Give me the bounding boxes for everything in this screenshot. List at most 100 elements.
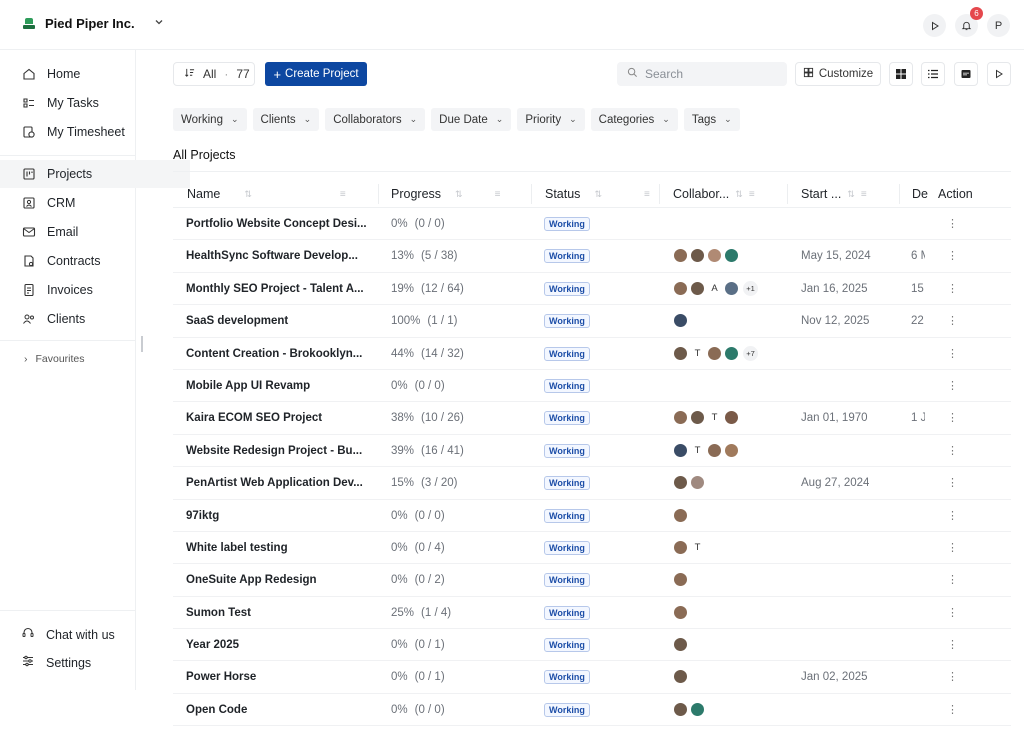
table-row[interactable]: Open Code 0% (0 / 0) Working ⋮	[173, 694, 1011, 727]
project-name[interactable]: Monthly SEO Project - Talent A...	[186, 282, 364, 295]
table-row[interactable]: PenArtist Web Application Dev... 15% (3 / …	[173, 467, 1011, 500]
chat-with-us-button[interactable]: Chat with us	[21, 626, 115, 643]
avatar[interactable]	[673, 604, 688, 620]
column-header-progress[interactable]: Progress ⇅ ≡	[391, 187, 500, 201]
customize-button[interactable]: Customize	[795, 62, 881, 86]
avatar[interactable]	[724, 442, 739, 458]
play-video-button[interactable]	[987, 62, 1011, 86]
project-name[interactable]: Kaira ECOM SEO Project	[186, 412, 323, 425]
table-row[interactable]: Monthly SEO Project - Talent A... 19% (12 …	[173, 273, 1011, 306]
status-badge[interactable]: Working	[544, 540, 590, 555]
favourites-toggle[interactable]: › Favourites	[24, 353, 85, 365]
sidebar-item-contracts[interactable]: Contracts	[21, 250, 101, 272]
sidebar-item-home[interactable]: Home	[21, 63, 80, 85]
more-options-icon[interactable]: ⋮	[947, 218, 958, 230]
more-options-icon[interactable]: ⋮	[947, 574, 958, 587]
table-row[interactable]: SaaS development 100% (1 / 1) Working Nov 12…	[173, 305, 1011, 338]
status-badge[interactable]: Working	[544, 605, 590, 620]
sidebar-item-my-timesheet[interactable]: My Timesheet	[21, 121, 125, 143]
status-badge[interactable]: Working	[544, 702, 590, 717]
avatar[interactable]	[690, 410, 705, 426]
column-header-status[interactable]: Status ⇅ ≡	[545, 187, 650, 201]
status-badge[interactable]: Working	[544, 411, 590, 426]
more-options-icon[interactable]: ⋮	[947, 315, 958, 328]
column-header-collaborators[interactable]: Collabor... ⇅ ≡	[673, 187, 755, 201]
avatar[interactable]	[673, 539, 688, 555]
more-options-icon[interactable]: ⋮	[947, 347, 958, 360]
table-row[interactable]: Kaira ECOM SEO Project 38% (10 / 26) Workin…	[173, 402, 1011, 435]
avatar[interactable]	[690, 248, 705, 264]
filter-working[interactable]: Working ⌄	[173, 108, 247, 131]
more-collaborators-badge[interactable]: +7	[743, 345, 758, 361]
more-options-icon[interactable]: ⋮	[947, 282, 958, 295]
avatar[interactable]	[707, 345, 722, 361]
avatar[interactable]	[673, 637, 688, 653]
create-project-button[interactable]: + Create Project	[265, 62, 367, 86]
filter-collaborators[interactable]: Collaborators ⌄	[325, 108, 426, 131]
table-row[interactable]: Mobile App UI Revamp 0% (0 / 0) Working ⋮	[173, 370, 1011, 403]
avatar[interactable]	[724, 280, 739, 296]
project-name[interactable]: Power Horse	[186, 671, 257, 684]
project-name[interactable]: Sumon Test	[186, 606, 251, 619]
sidebar-item-invoices[interactable]: Invoices	[21, 279, 93, 301]
project-name[interactable]: Year 2025	[186, 639, 240, 652]
grid-view-button[interactable]	[889, 62, 913, 86]
avatar-initial[interactable]: T	[694, 541, 701, 553]
more-collaborators-badge[interactable]: +1	[743, 280, 758, 296]
column-header-name[interactable]: Name ⇅ ≡	[187, 187, 346, 201]
settings-button[interactable]: Settings	[21, 654, 91, 671]
avatar[interactable]	[673, 475, 688, 491]
project-name[interactable]: HealthSync Software Develop...	[186, 250, 358, 263]
more-options-icon[interactable]: ⋮	[947, 412, 958, 425]
list-view-button[interactable]	[921, 62, 945, 86]
more-options-icon[interactable]: ⋮	[947, 477, 958, 490]
avatar-initial[interactable]: A	[711, 282, 718, 294]
search-input[interactable]: Search	[617, 62, 787, 86]
avatar[interactable]	[673, 701, 688, 717]
status-badge[interactable]: Working	[544, 281, 590, 296]
table-row[interactable]: Sumon Test 25% (1 / 4) Working ⋮	[173, 597, 1011, 630]
more-options-icon[interactable]: ⋮	[947, 250, 958, 263]
notifications-button[interactable]: 6	[955, 7, 983, 37]
filter-priority[interactable]: Priority ⌄	[517, 108, 585, 131]
sidebar-item-clients[interactable]: Clients	[21, 308, 85, 330]
more-options-icon[interactable]: ⋮	[947, 639, 958, 652]
status-badge[interactable]: Working	[544, 508, 590, 523]
project-name[interactable]: Mobile App UI Revamp	[186, 379, 311, 392]
table-row[interactable]: Portfolio Website Concept Desi... 0% (0 / …	[173, 208, 1011, 241]
status-badge[interactable]: Working	[544, 217, 590, 231]
status-badge[interactable]: Working	[544, 638, 590, 653]
table-row[interactable]: 97iktg 0% (0 / 0) Working ⋮	[173, 500, 1011, 532]
column-header-start-date[interactable]: Start ... ⇅ ≡	[801, 187, 867, 201]
more-options-icon[interactable]: ⋮	[947, 703, 958, 716]
status-badge[interactable]: Working	[544, 314, 590, 329]
filter-clients[interactable]: Clients ⌄	[252, 108, 320, 131]
avatar[interactable]	[673, 410, 688, 426]
sidebar-item-crm[interactable]: CRM	[21, 192, 75, 214]
status-badge[interactable]: Working	[544, 378, 590, 393]
status-badge[interactable]: Working	[544, 443, 590, 458]
avatar[interactable]	[707, 442, 722, 458]
avatar[interactable]	[673, 669, 688, 685]
avatar-initial[interactable]: T	[694, 444, 701, 456]
filter-due-date[interactable]: Due Date ⌄	[431, 108, 512, 131]
more-options-icon[interactable]: ⋮	[947, 509, 958, 522]
project-name[interactable]: SaaS development	[186, 315, 289, 328]
status-badge[interactable]: Working	[544, 346, 590, 361]
status-badge[interactable]: Working	[544, 573, 590, 588]
project-name[interactable]: Website Redesign Project - Bu...	[186, 444, 363, 457]
avatar-initial[interactable]: T	[711, 412, 718, 424]
project-name[interactable]: Portfolio Website Concept Desi...	[186, 218, 367, 230]
more-options-icon[interactable]: ⋮	[947, 671, 958, 684]
more-options-icon[interactable]: ⋮	[947, 379, 958, 392]
avatar[interactable]	[707, 248, 722, 264]
avatar[interactable]	[673, 313, 688, 329]
column-header-due-date[interactable]: De	[912, 187, 928, 201]
table-row[interactable]: Website Redesign Project - Bu... 39% (16 /…	[173, 435, 1011, 468]
org-switcher[interactable]: Pied Piper Inc.	[22, 16, 164, 31]
more-options-icon[interactable]: ⋮	[947, 606, 958, 619]
avatar[interactable]	[724, 248, 739, 264]
avatar[interactable]	[673, 507, 688, 523]
avatar[interactable]	[724, 410, 739, 426]
avatar[interactable]	[690, 475, 705, 491]
